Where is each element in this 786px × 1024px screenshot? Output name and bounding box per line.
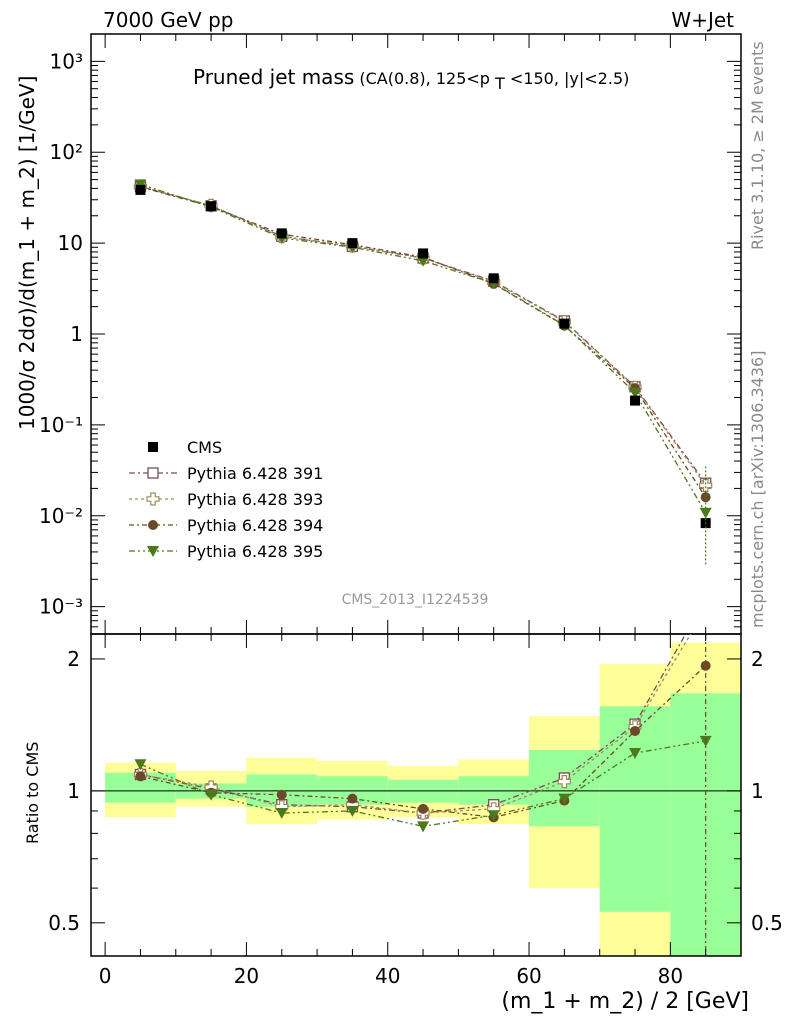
series-point — [699, 507, 712, 519]
ratio-point — [629, 748, 642, 760]
cms-data-point — [559, 318, 570, 329]
series-line-2 — [140, 185, 707, 486]
cms-data-point — [276, 228, 287, 239]
ratio-point — [346, 805, 359, 817]
ratio-point — [557, 774, 571, 789]
x-tick-label: 40 — [375, 964, 400, 988]
ratio-point — [135, 771, 146, 782]
ratio-point — [276, 789, 287, 800]
mcplots-label: mcplots.cern.ch [arXiv:1306.3436] — [748, 351, 767, 628]
legend-marker — [146, 492, 160, 506]
ratio-point — [558, 793, 571, 805]
ratio-series — [133, 593, 712, 956]
y-tick-label: 10⁻¹ — [39, 413, 83, 437]
ratio-y-tick-label-right: 1 — [751, 779, 764, 803]
series-point — [700, 492, 711, 503]
ratio-point — [347, 793, 358, 804]
legend-marker — [148, 520, 158, 530]
ratio-point — [134, 759, 147, 771]
analysis-id: CMS_2013_I1224539 — [342, 592, 489, 608]
ratio-y-tick-label: 1 — [67, 779, 80, 803]
plot-title-sub-suffix: <150, |y|<2.5) — [510, 69, 629, 88]
ratio-point — [275, 808, 288, 820]
cms-data-point — [488, 273, 499, 284]
ratio-y-tick-label-right: 0.5 — [751, 911, 783, 935]
rivet-label: Rivet 3.1.10, ≥ 2M events — [748, 41, 767, 250]
y-tick-label: 10³ — [50, 49, 83, 73]
legend-label: CMS — [187, 438, 222, 457]
y-axis-label: 1000/σ 2dσ)/d(m_1 + m_2) [1/GeV] — [15, 76, 39, 430]
ratio-point — [701, 593, 711, 603]
ratio-point — [487, 810, 500, 822]
plot-title-sub-sub: T — [494, 74, 505, 93]
series-line-1 — [140, 185, 707, 484]
legend: CMS Pythia 6.428 391 Pythia 6.428 393 Pythi… — [129, 438, 323, 561]
legend-marker — [147, 546, 159, 557]
cms-data-point — [135, 184, 146, 195]
ratio-point — [700, 603, 712, 615]
series-line-3 — [140, 186, 707, 498]
ratio-point — [418, 803, 429, 814]
main-series — [133, 179, 713, 567]
series-point — [699, 478, 713, 493]
ratio-panel-frame — [90, 633, 742, 957]
ratio-y-tick-label-right: 2 — [751, 647, 764, 671]
series-point — [417, 255, 430, 267]
cms-data-point — [206, 201, 217, 212]
plot-title-main: Pruned jet mass — [193, 65, 354, 89]
ratio-line-1 — [140, 634, 687, 814]
ratio-bands — [105, 642, 741, 956]
ratio-y-axis-label: Ratio to CMS — [23, 742, 42, 844]
y-tick-label: 1 — [70, 322, 83, 346]
header-left: 7000 GeV pp — [103, 8, 234, 32]
legend-marker — [147, 467, 159, 479]
plot-title: Pruned jet mass (CA(0.8), 125<p T <150, … — [193, 65, 629, 93]
ratio-line-3 — [140, 665, 707, 819]
y-tick-label: 10⁻² — [39, 504, 83, 528]
cms-data-point — [347, 238, 358, 249]
ratio-y-tick-label: 0.5 — [48, 911, 80, 935]
plot-title-sub-prefix: (CA(0.8), 125<p — [359, 69, 490, 88]
legend-marker — [148, 442, 158, 452]
legend-label: Pythia 6.428 391 — [187, 464, 323, 483]
y-tick-label: 10² — [50, 140, 83, 164]
legend-label: Pythia 6.428 393 — [187, 490, 323, 509]
cms-data-point — [418, 248, 429, 259]
x-tick-label: 80 — [658, 964, 683, 988]
y-tick-label: 10⁻³ — [39, 595, 83, 619]
x-tick-label: 0 — [99, 964, 112, 988]
ratio-line-2 — [140, 634, 692, 814]
legend-label: Pythia 6.428 395 — [187, 542, 323, 561]
x-tick-label: 60 — [516, 964, 541, 988]
y-tick-label: 10 — [58, 231, 83, 255]
x-tick-label: 20 — [234, 964, 259, 988]
ratio-point — [417, 821, 430, 833]
ratio-point — [700, 660, 711, 671]
x-axis-label: (m_1 + m_2) / 2 [GeV] — [501, 989, 749, 1014]
ratio-point — [630, 725, 641, 736]
cms-data-point — [630, 395, 641, 406]
series-point — [629, 387, 642, 399]
band-inner — [599, 706, 671, 912]
series-point — [134, 179, 147, 191]
header-right: W+Jet — [671, 8, 734, 32]
legend-label: Pythia 6.428 394 — [187, 516, 323, 535]
ratio-point — [205, 789, 218, 801]
axes: 0 20 40 60 80 10⁻³ 10⁻² 10⁻¹ 1 10 10² 10³ 0.5 0.5 1 1 2 2 — [39, 33, 783, 988]
ratio-y-tick-label: 2 — [67, 647, 80, 671]
